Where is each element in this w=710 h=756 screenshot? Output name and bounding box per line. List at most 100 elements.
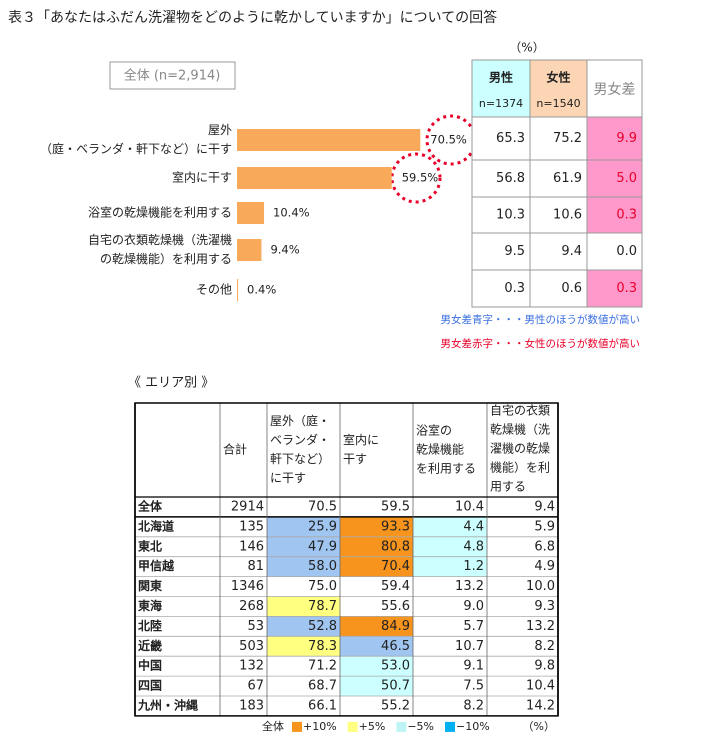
cell-value: 14.2: [526, 698, 555, 713]
row-name: 北陸: [138, 618, 162, 633]
cell-value: 9.0: [463, 599, 484, 614]
column-header: 軒下など）: [270, 452, 330, 466]
legend-label: −5%: [407, 720, 434, 733]
area-title: 《 エリア別 》: [128, 376, 214, 391]
legend-swatch: [347, 721, 358, 732]
category-label: 浴室の乾燥機能を利用する: [88, 205, 232, 220]
cell-value: 13.2: [455, 579, 484, 594]
legend-label: −10%: [456, 720, 490, 733]
bar: [237, 279, 239, 301]
cell-value: 7.5: [463, 679, 484, 694]
cell-value: 183: [239, 698, 264, 713]
value-label: 70.5%: [430, 133, 467, 147]
page-title: 表３「あなたはふだん洗濯物をどのように乾かしていますか」についての回答: [8, 9, 497, 26]
cell: [586, 232, 643, 271]
cell-value: 47.9: [308, 539, 337, 554]
column-header: 用する: [490, 480, 526, 494]
cell-value: 4.4: [463, 519, 484, 534]
header-n: n=1540: [536, 97, 580, 110]
cell-value: 53: [247, 619, 264, 634]
cell-value: 9.8: [534, 659, 555, 674]
cell-value: 68.7: [308, 679, 337, 694]
legend-swatch: [445, 721, 456, 732]
row-name: 近畿: [138, 638, 162, 653]
header-cell: [529, 59, 588, 118]
cell-highlight: [267, 596, 340, 617]
cell-value: 503: [239, 639, 264, 654]
column-header: 乾燥機能: [416, 442, 464, 457]
cell-value: 52.8: [308, 619, 337, 634]
legend-swatch: [396, 721, 407, 732]
cell-value: 70.4: [381, 559, 410, 574]
chart-subtitle: 全体 (n=2,914): [124, 68, 221, 84]
cell-value: 75.0: [308, 579, 337, 594]
cell: [586, 196, 643, 234]
cell-highlight: [340, 556, 413, 577]
row-name: 東北: [138, 538, 162, 553]
cell-value: 13.2: [526, 619, 555, 634]
value-label: 10.4%: [273, 206, 310, 220]
cell-value: 0.3: [616, 281, 637, 296]
cell-value: 10.7: [455, 639, 484, 654]
cell: [529, 232, 588, 271]
cell-highlight: [267, 636, 340, 657]
cell-value: 9.5: [504, 244, 525, 259]
legend-label: +10%: [303, 720, 337, 733]
cell-value: 55.2: [381, 698, 410, 713]
header-label: 男性: [489, 70, 513, 85]
header-label: 男女差: [594, 81, 636, 98]
subtitle-box: [109, 61, 236, 90]
cell-highlight: [413, 536, 487, 557]
row-name: 東海: [138, 598, 162, 613]
cell-highlight: [340, 636, 413, 657]
cell-value: 59.5: [381, 499, 410, 514]
cell-value: 135: [239, 519, 264, 534]
cell-value: 146: [239, 539, 264, 554]
cell-value: 9.3: [534, 599, 555, 614]
cell-value: 56.8: [496, 171, 525, 186]
cell-value: 78.7: [308, 599, 337, 614]
cell-highlight: [340, 676, 413, 696]
column-header: 濯機の乾燥: [490, 441, 550, 456]
header-cell: [471, 59, 531, 118]
cell-highlight: [267, 516, 340, 537]
category-label: 屋外: [208, 123, 232, 137]
cell-value: 71.2: [308, 659, 337, 674]
cell: [586, 116, 643, 161]
table-border: [134, 402, 559, 717]
cell: [471, 232, 531, 271]
bar: [237, 129, 421, 151]
note: 男女差赤字・・・女性のほうが数値が高い: [441, 337, 641, 350]
cell: [586, 269, 643, 308]
bar: [237, 202, 265, 224]
column-header: 干す: [343, 452, 367, 466]
column-header: 乾燥機（洗: [490, 422, 550, 437]
cell-value: 0.6: [561, 281, 582, 296]
cell-value: 46.5: [381, 639, 410, 654]
cell-highlight: [340, 536, 413, 557]
value-label: 9.4%: [270, 243, 299, 257]
category-label: の乾燥機能）を利用する: [100, 251, 232, 266]
cell-value: 55.6: [381, 599, 410, 614]
cell-value: 0.0: [616, 244, 637, 259]
cell-highlight: [267, 556, 340, 577]
cell-value: 10.3: [496, 208, 525, 223]
cell-value: 268: [239, 599, 264, 614]
row-name: 九州・沖縄: [137, 697, 198, 712]
cell-highlight: [413, 516, 487, 537]
cell-value: 70.5: [308, 499, 337, 514]
cell-value: 0.3: [616, 208, 637, 223]
row-name: 甲信越: [138, 558, 175, 573]
value-label: 0.4%: [247, 283, 276, 297]
cell-value: 9.1: [463, 659, 484, 674]
cell-value: 1.2: [463, 559, 484, 574]
cell-highlight: [340, 616, 413, 637]
cell-value: 84.9: [381, 619, 410, 634]
header-label: 女性: [546, 70, 570, 85]
cell-value: 58.0: [308, 559, 337, 574]
cell-value: 9.4: [534, 499, 555, 514]
cell-value: 75.2: [553, 131, 582, 146]
category-label: 室内に干す: [172, 170, 232, 185]
cell-value: 78.3: [308, 639, 337, 654]
